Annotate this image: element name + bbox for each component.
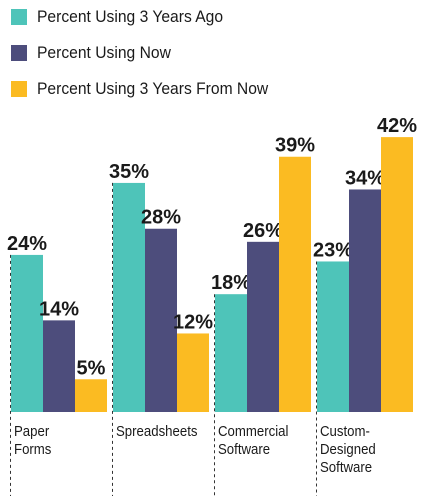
bar-commercial-software-series-0	[215, 294, 247, 412]
legend-swatch-3-years-ago	[11, 9, 27, 25]
legend-label-3-years-from-now: Percent Using 3 Years From Now	[37, 79, 269, 98]
legend-swatch-3-years-from-now	[11, 81, 27, 97]
category-label-spreadsheets: Spreadsheets	[116, 423, 198, 440]
bar-custom-designed-software-series-2	[381, 137, 413, 413]
value-label-commercial-software-series-1: 26%	[243, 220, 283, 242]
value-label-spreadsheets-series-0: 35%	[109, 161, 149, 183]
legend-label-3-years-ago: Percent Using 3 Years Ago	[37, 7, 224, 26]
bar-paper-forms-series-0	[11, 254, 43, 412]
category-label-custom-designed-software: Custom- Designed Software	[320, 423, 376, 476]
legend-label-now: Percent Using Now	[37, 43, 171, 62]
value-label-custom-designed-software-series-1: 34%	[345, 167, 385, 189]
bar-custom-designed-software-series-1	[349, 189, 381, 412]
category-label-commercial-software: Commercial Software	[218, 423, 289, 458]
value-label-custom-designed-software-series-0: 23%	[313, 239, 353, 261]
value-label-commercial-software-series-0: 18%	[211, 272, 251, 294]
category-label-paper-forms: Paper Forms	[14, 423, 52, 458]
value-label-spreadsheets-series-1: 28%	[141, 207, 181, 229]
value-label-spreadsheets-series-2: 12%	[173, 311, 213, 333]
value-label-custom-designed-software-series-2: 42%	[377, 115, 417, 137]
bar-commercial-software-series-2	[279, 156, 311, 412]
bar-spreadsheets-series-0	[113, 182, 145, 412]
bar-custom-designed-software-series-0	[317, 261, 349, 412]
value-label-commercial-software-series-2: 39%	[275, 135, 315, 157]
bar-commercial-software-series-1	[247, 241, 279, 412]
bar-paper-forms-series-2	[75, 379, 107, 412]
legend-swatch-now	[11, 45, 27, 61]
bar-paper-forms-series-1	[43, 320, 75, 412]
value-label-paper-forms-series-1: 14%	[39, 298, 79, 320]
value-label-paper-forms-series-0: 24%	[7, 233, 47, 255]
bar-spreadsheets-series-2	[177, 333, 209, 412]
bar-spreadsheets-series-1	[145, 228, 177, 412]
value-label-paper-forms-series-2: 5%	[77, 357, 106, 379]
